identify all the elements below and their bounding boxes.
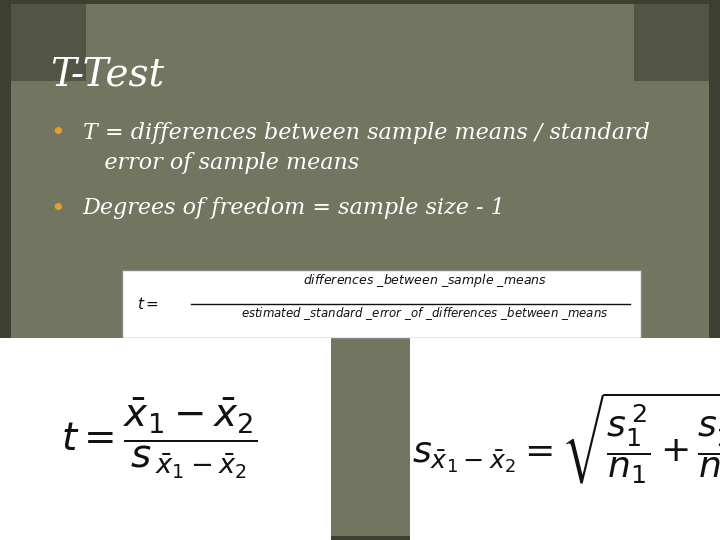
Bar <box>0 0 86 81</box>
Text: Degrees of freedom = sample size - 1: Degrees of freedom = sample size - 1 <box>83 197 505 219</box>
Bar <box>410 338 720 540</box>
Bar <box>634 0 720 81</box>
Text: $s_{\bar{x}_1 - \bar{x}_2} = \sqrt{\dfrac{s_1^{\,2}}{n_1} + \dfrac{s_2^{\,2}}{n_: $s_{\bar{x}_1 - \bar{x}_2} = \sqrt{\dfra… <box>412 391 720 487</box>
Text: T-Test: T-Test <box>50 57 165 94</box>
Bar <box>122 270 641 338</box>
Text: •: • <box>50 122 65 145</box>
Text: $\mathit{estimated\ \_standard\ \_error\ \_of\ \_differences\ \_between\ \_means: $\mathit{estimated\ \_standard\ \_error\… <box>241 305 608 322</box>
Bar <box>0 475 72 540</box>
Text: $\mathit{differences\ \_between\ \_sample\ \_means}$: $\mathit{differences\ \_between\ \_sampl… <box>303 272 546 288</box>
Text: $t =$: $t =$ <box>137 296 159 312</box>
Text: T = differences between sample means / standard
   error of sample means: T = differences between sample means / s… <box>83 122 649 174</box>
Text: •: • <box>50 197 65 221</box>
Bar <box>648 475 720 540</box>
Bar <box>0 338 331 540</box>
Text: $t = \dfrac{\bar{x}_1 - \bar{x}_2}{s_{\,\bar{x}_1 - \bar{x}_2}}$: $t = \dfrac{\bar{x}_1 - \bar{x}_2}{s_{\,… <box>61 397 257 481</box>
